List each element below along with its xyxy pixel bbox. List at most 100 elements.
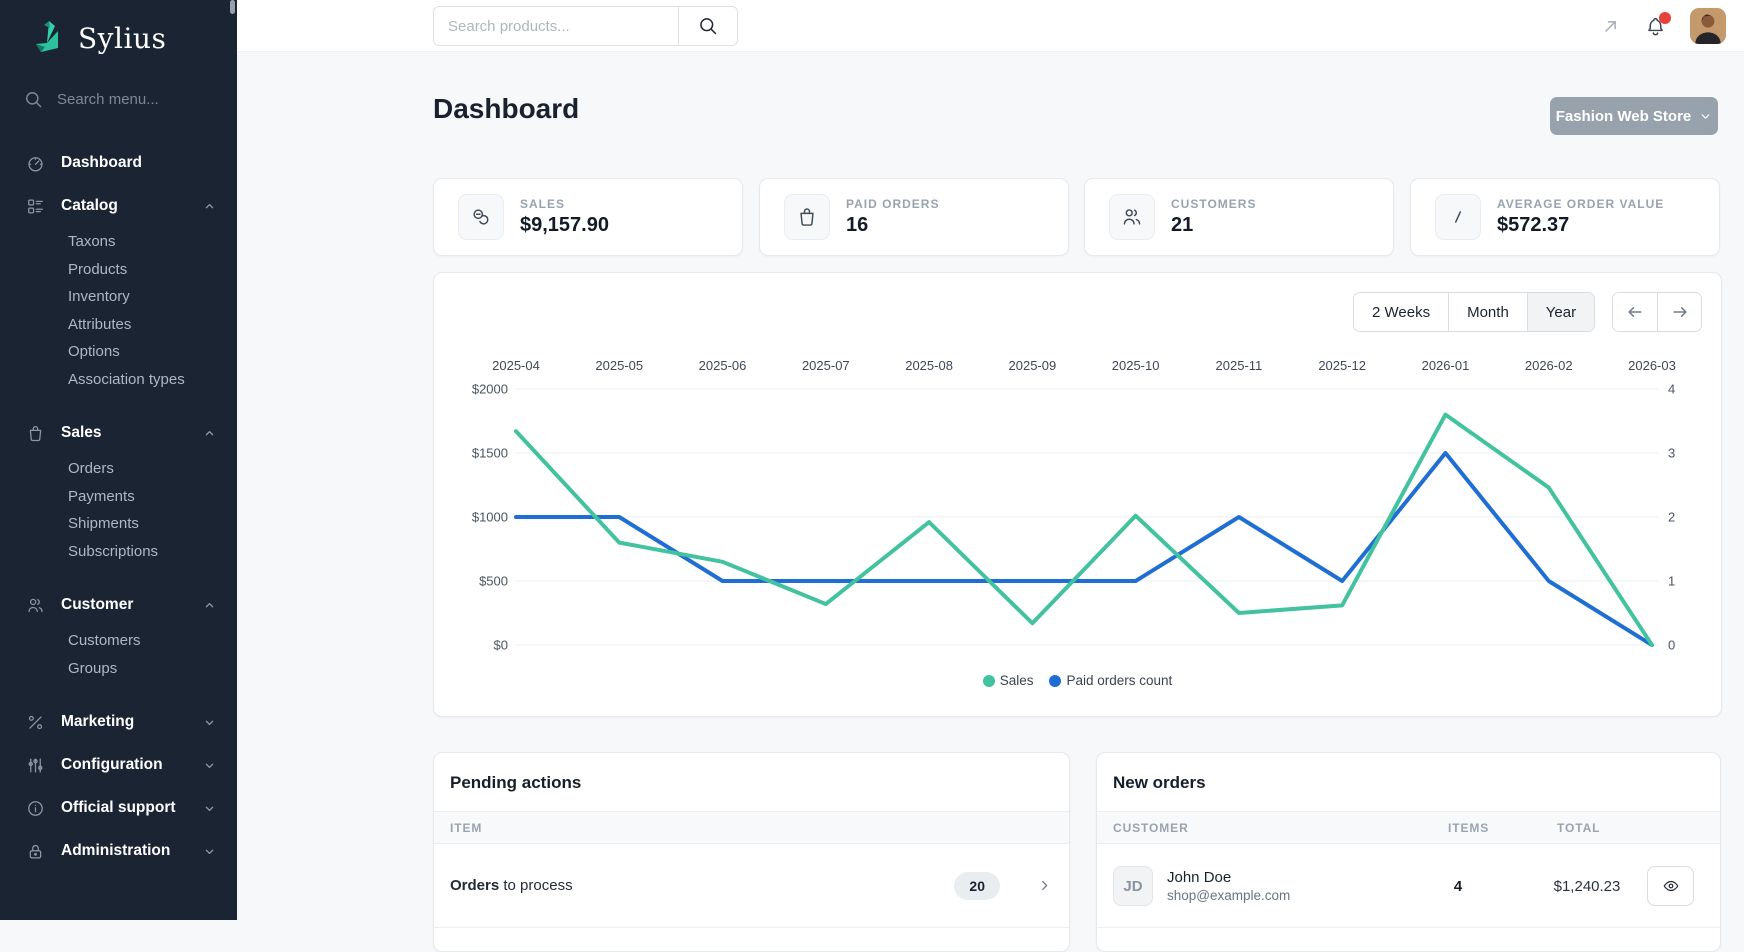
sidebar-item-label: Official support xyxy=(61,799,176,816)
coins-icon xyxy=(458,194,504,240)
svg-text:2026-02: 2026-02 xyxy=(1525,358,1573,373)
order-row: JD John Doe shop@example.com 4 $1,240.23 xyxy=(1097,844,1720,928)
chevron-down-icon xyxy=(202,801,217,816)
chevron-up-icon xyxy=(202,598,217,613)
percent-icon xyxy=(28,715,43,729)
sidebar-group-dashboard: Dashboard xyxy=(0,151,237,175)
sidebar-group-catalog: Catalog Taxons Products Inventory Attributes… xyxy=(0,194,237,393)
pending-action-row[interactable]: Orders to process 20 xyxy=(434,844,1069,928)
order-items-count: 4 xyxy=(1453,877,1463,895)
sylius-logo[interactable]: Sylius xyxy=(0,0,237,62)
sidebar: Sylius Search menu... Dashboard Catalog Ta… xyxy=(0,0,237,920)
store-selector-button[interactable]: Fashion Web Store xyxy=(1550,97,1718,135)
svg-text:2025-10: 2025-10 xyxy=(1112,358,1160,373)
sidebar-item-customer[interactable]: Customer xyxy=(0,593,237,617)
sidebar-subitem-payments[interactable]: Payments xyxy=(68,487,135,505)
user-avatar[interactable] xyxy=(1690,8,1726,44)
chevron-down xyxy=(205,806,214,811)
notification-dot xyxy=(1659,11,1671,24)
sidebar-menu-search[interactable]: Search menu... xyxy=(0,62,237,109)
gauge-icon xyxy=(28,156,43,171)
svg-text:2: 2 xyxy=(1668,510,1675,525)
chevron-right xyxy=(1042,880,1048,891)
sidebar-subitem-options[interactable]: Options xyxy=(68,343,120,360)
sidebar-scrollbar[interactable] xyxy=(230,0,235,14)
sidebar-subitem-groups[interactable]: Groups xyxy=(68,659,118,677)
sidebar-subitem-association-types[interactable]: Association types xyxy=(68,370,185,388)
bell-icon xyxy=(1648,17,1663,35)
stat-value: $9,157.90 xyxy=(520,214,609,236)
svg-text:2025-09: 2025-09 xyxy=(1009,358,1057,373)
customer-email: shop@example.com xyxy=(1167,888,1291,903)
pending-actions-header: ITEM xyxy=(434,811,1069,844)
sidebar-item-sales[interactable]: Sales xyxy=(0,421,237,445)
svg-text:4: 4 xyxy=(1668,382,1675,397)
users-icon xyxy=(28,598,43,612)
sidebar-subitem-attributes[interactable]: Attributes xyxy=(68,315,132,333)
range-2-weeks-button[interactable]: 2 Weeks xyxy=(1354,293,1449,331)
sidebar-subitem-taxons[interactable]: Taxons xyxy=(68,233,116,250)
info-circle-icon xyxy=(28,800,43,816)
sidebar-group-sales: Sales Orders Payments Shipments Subscription… xyxy=(0,421,237,565)
chevron-down xyxy=(205,720,214,725)
sidebar-subitem-inventory[interactable]: Inventory xyxy=(68,288,130,305)
product-search-input[interactable] xyxy=(433,6,678,46)
sidebar-subitem-shipments[interactable]: Shipments xyxy=(68,515,139,532)
stat-value: 21 xyxy=(1171,214,1194,236)
previous-period-button[interactable] xyxy=(1613,293,1657,331)
sidebar-subitem-products[interactable]: Products xyxy=(68,260,128,278)
chevron-down xyxy=(205,849,214,854)
sidebar-subitem-subscriptions[interactable]: Subscriptions xyxy=(68,542,159,560)
sidebar-subitems: Orders Payments Shipments Subscriptions xyxy=(0,455,237,565)
sales-chart: $2000 4 $1500 3 $1000 2 $500 1 $0 0 2025-04 2025-05… xyxy=(472,358,1676,653)
range-year-button[interactable]: Year xyxy=(1526,293,1595,331)
sidebar-item-label: Dashboard xyxy=(61,154,142,171)
sidebar-item-label: Administration xyxy=(61,842,171,859)
sidebar-item-label: Marketing xyxy=(61,713,135,730)
lock-icon xyxy=(26,842,45,861)
product-search-button[interactable] xyxy=(678,6,738,46)
svg-text:2025-11: 2025-11 xyxy=(1216,358,1263,373)
customer-name: John Doe xyxy=(1167,869,1232,886)
users-icon xyxy=(26,596,45,615)
gauge-icon xyxy=(26,154,45,173)
sidebar-item-official-support[interactable]: Official support xyxy=(0,796,237,820)
stat-card-customers: CUSTOMERS 21 xyxy=(1084,178,1394,256)
view-order-button[interactable] xyxy=(1647,866,1694,906)
chevron-up xyxy=(205,602,214,607)
open-storefront-button[interactable] xyxy=(1601,16,1621,36)
chevron-right-icon xyxy=(1036,877,1053,894)
next-period-button[interactable] xyxy=(1657,293,1701,331)
chevron-up xyxy=(205,430,214,435)
stat-label: PAID ORDERS xyxy=(846,197,940,211)
sidebar-item-administration[interactable]: Administration xyxy=(0,839,237,863)
svg-text:2025-08: 2025-08 xyxy=(905,358,953,373)
svg-text:1: 1 xyxy=(1668,574,1675,589)
search-icon xyxy=(700,18,717,35)
range-month-button[interactable]: Month xyxy=(1448,293,1527,331)
legend-dot xyxy=(982,674,995,687)
sylius-logo-text: Sylius xyxy=(78,21,167,55)
list-details-icon xyxy=(28,199,43,213)
column-items: ITEMS xyxy=(1448,820,1490,835)
sidebar-item-dashboard[interactable]: Dashboard xyxy=(0,151,237,175)
percent-icon xyxy=(26,713,45,732)
sidebar-subitem-customers[interactable]: Customers xyxy=(68,632,141,649)
sidebar-item-catalog[interactable]: Catalog xyxy=(0,194,237,218)
stat-card-paid-orders: PAID ORDERS 16 xyxy=(759,178,1069,256)
chevron-down-icon xyxy=(202,758,217,773)
eye-icon xyxy=(1663,880,1678,892)
svg-text:2025-12: 2025-12 xyxy=(1318,358,1366,373)
sidebar-subitem-orders[interactable]: Orders xyxy=(68,460,114,477)
sidebar-item-marketing[interactable]: Marketing xyxy=(0,710,237,734)
chevron-down-icon xyxy=(202,715,217,730)
panel-title: New orders xyxy=(1113,773,1206,792)
order-total: $1,240.23 xyxy=(1553,877,1621,895)
svg-text:$2000: $2000 xyxy=(472,382,508,397)
notifications-button[interactable] xyxy=(1645,11,1671,37)
sidebar-nav: Dashboard Catalog Taxons Products Inventory A… xyxy=(0,151,237,863)
sidebar-item-configuration[interactable]: Configuration xyxy=(0,753,237,777)
lock-icon xyxy=(29,844,42,858)
divide-icon xyxy=(1435,194,1481,240)
count-badge: 20 xyxy=(954,871,1000,900)
